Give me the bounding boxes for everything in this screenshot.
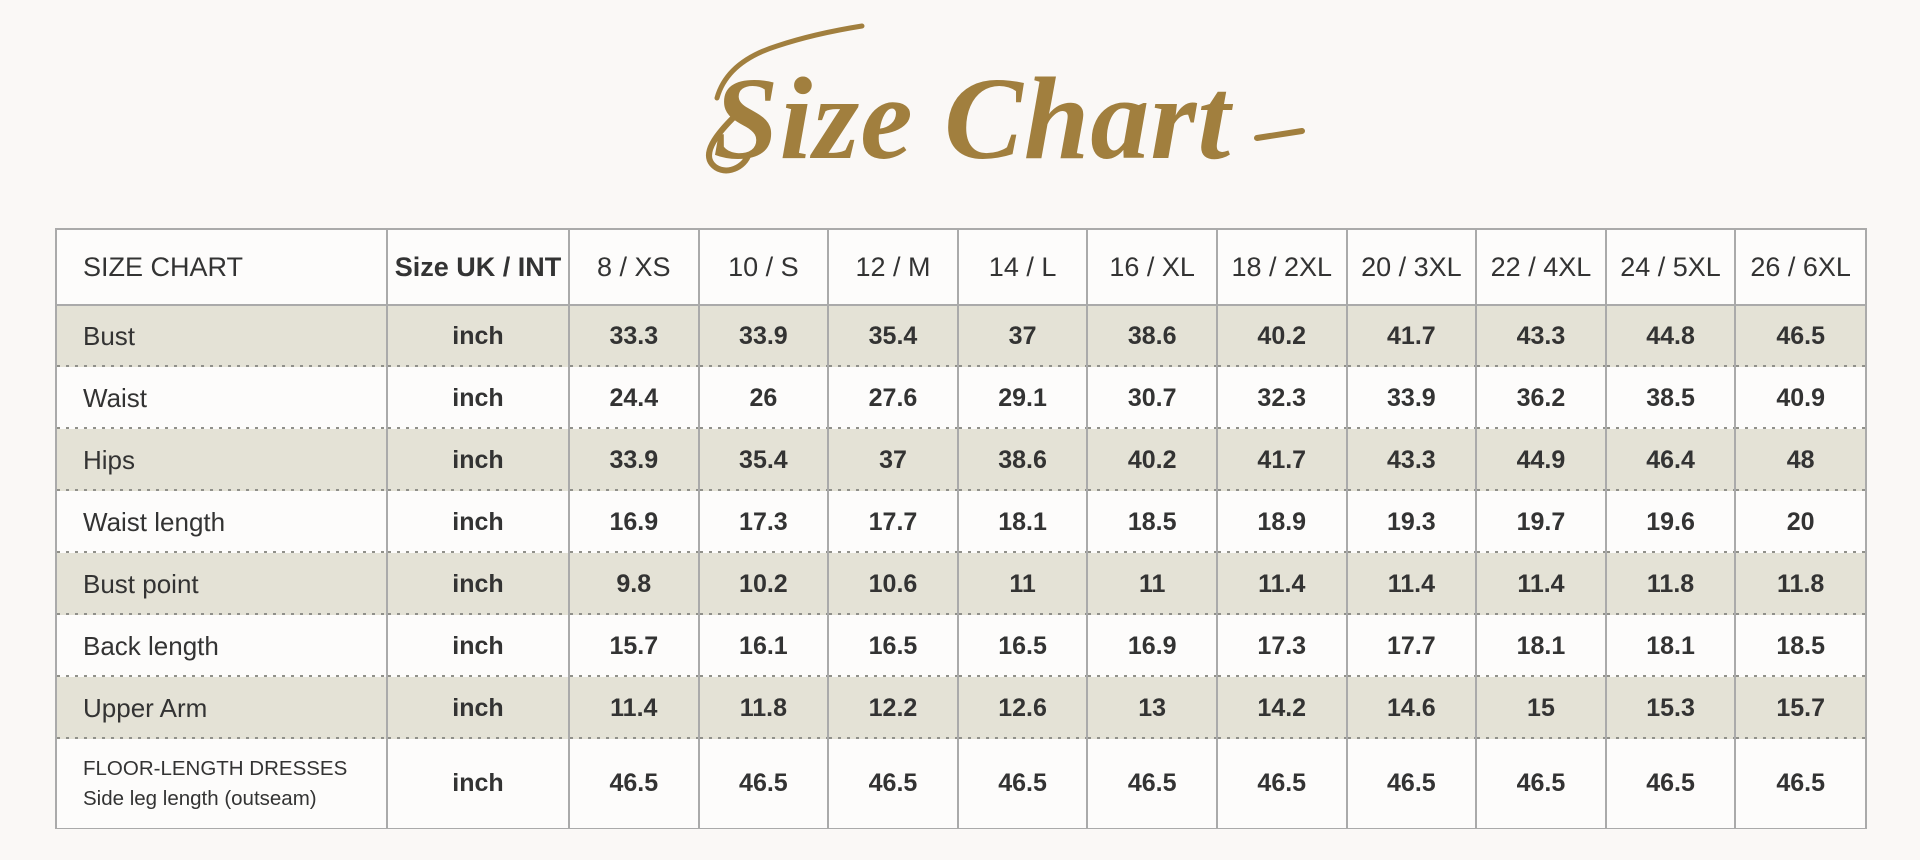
svg-text:Size Chart: Size Chart (713, 53, 1233, 184)
